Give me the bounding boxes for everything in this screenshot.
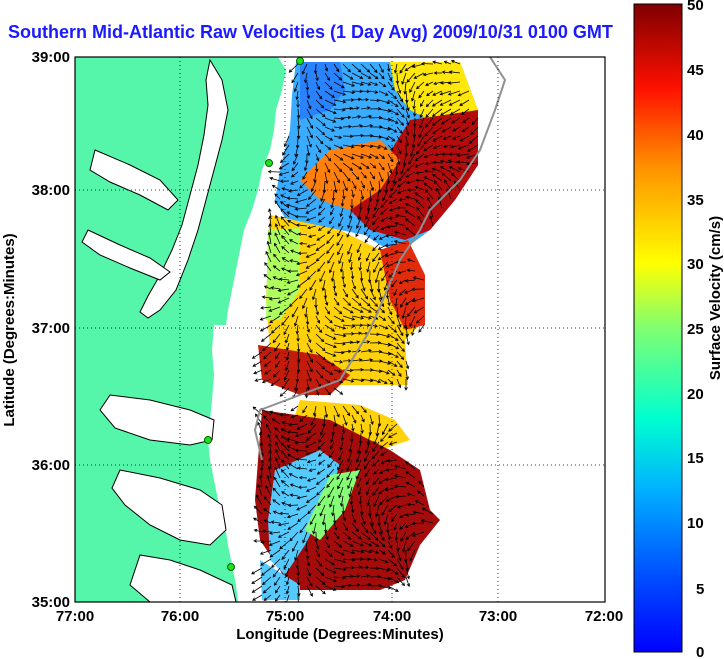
x-tick-label: 76:00 bbox=[161, 608, 199, 625]
colorbar-tick: 15 bbox=[687, 450, 704, 467]
colorbar-scale bbox=[633, 3, 683, 653]
x-axis-label: Longitude (Degrees:Minutes) bbox=[236, 626, 444, 643]
map-title: Southern Mid-Atlantic Raw Velocities (1 … bbox=[8, 22, 613, 42]
x-tick-label: 74:00 bbox=[373, 608, 411, 625]
velocity-arrows bbox=[251, 59, 479, 602]
radar-station bbox=[296, 57, 304, 65]
colorbar-tick: 25 bbox=[687, 321, 704, 338]
velocity-field bbox=[255, 62, 478, 600]
x-tick-label: 77:00 bbox=[56, 608, 94, 625]
y-axis: 39:00 38:00 37:00 36:00 35:00 Latitude (… bbox=[1, 49, 70, 611]
x-axis: 77:00 76:00 75:00 74:00 73:00 72:00 Long… bbox=[56, 608, 623, 643]
colorbar-tick: 35 bbox=[687, 192, 704, 209]
y-tick-label: 38:00 bbox=[32, 182, 70, 199]
colorbar: 50 45 40 35 30 25 20 15 10 5 0 Surface V… bbox=[633, 0, 724, 659]
radar-station bbox=[265, 159, 273, 167]
y-tick-label: 37:00 bbox=[32, 320, 70, 337]
colorbar-tick: 0 bbox=[696, 644, 704, 659]
y-tick-label: 36:00 bbox=[32, 457, 70, 474]
velocity-vectors bbox=[251, 59, 479, 602]
isobath-contour bbox=[253, 57, 507, 461]
y-tick-label: 35:00 bbox=[32, 594, 70, 611]
plot-frame bbox=[74, 56, 606, 603]
y-axis-label: Latitude (Degrees:Minutes) bbox=[1, 233, 18, 426]
colorbar-label: Surface Velocity (cm/s) bbox=[707, 216, 724, 380]
radar-station bbox=[227, 563, 235, 571]
x-tick-label: 73:00 bbox=[479, 608, 517, 625]
colorbar-tick: 5 bbox=[696, 581, 704, 598]
colorbar-tick: 50 bbox=[687, 0, 704, 14]
colorbar-tick: 45 bbox=[687, 62, 704, 79]
colorbar-tick: 40 bbox=[687, 127, 704, 144]
y-tick-label: 39:00 bbox=[32, 49, 70, 66]
x-tick-label: 72:00 bbox=[585, 608, 623, 625]
land-area bbox=[75, 57, 286, 602]
colorbar-tick: 20 bbox=[687, 386, 704, 403]
colorbar-tick: 30 bbox=[687, 256, 704, 273]
x-tick-label: 75:00 bbox=[266, 608, 304, 625]
radar-station bbox=[204, 436, 212, 444]
map-grid bbox=[75, 57, 605, 602]
colorbar-tick: 10 bbox=[687, 515, 704, 532]
